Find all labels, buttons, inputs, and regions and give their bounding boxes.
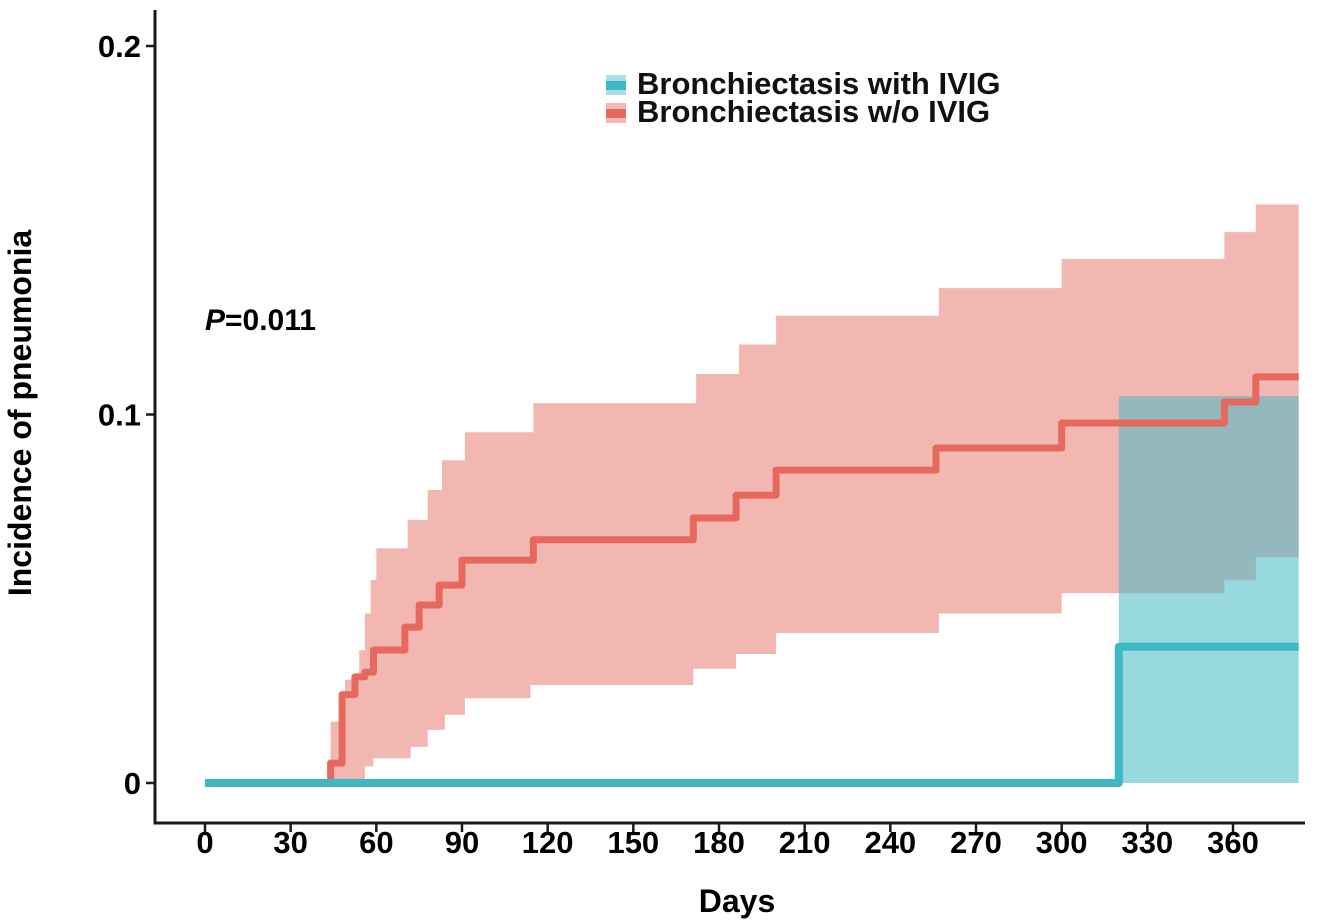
y-tick-label: 0.1 [98, 398, 141, 433]
x-tick-label: 0 [196, 825, 213, 860]
x-axis-title: Days [699, 883, 776, 919]
p-value-number: =0.011 [225, 304, 316, 337]
confidence-band-series-0 [1118, 396, 1299, 783]
legend-label-with-ivig: Bronchiectasis with IVIG [637, 66, 1000, 101]
step-curve-series-1 [205, 373, 1299, 787]
legend: Bronchiectasis with IVIG Bronchiectasis … [606, 66, 1000, 129]
x-tick-label: 270 [950, 825, 1002, 860]
x-tick-label: 120 [522, 825, 574, 860]
y-tick-label: 0.2 [98, 29, 141, 64]
confidence-bands [330, 204, 1299, 783]
x-tick-label: 60 [359, 825, 393, 860]
y-tick-label: 0 [124, 766, 141, 801]
p-value-annotation: P=0.011 [205, 304, 316, 337]
legend-item-without-ivig: Bronchiectasis w/o IVIG [606, 94, 990, 129]
p-value-symbol: P [205, 304, 226, 337]
axes: 0 30 60 90 120 150 180 210 240 270 300 330 360 0 0.1 0.… [98, 10, 1305, 860]
x-tick-label: 90 [445, 825, 479, 860]
step-curve-series-0 [205, 642, 1299, 787]
x-tick-label: 180 [693, 825, 745, 860]
x-tick-label: 360 [1207, 825, 1259, 860]
legend-item-with-ivig: Bronchiectasis with IVIG [606, 66, 1000, 101]
x-tick-label: 330 [1121, 825, 1173, 860]
y-axis-title: Incidence of pneumonia [2, 230, 38, 596]
x-tick-label: 300 [1036, 825, 1088, 860]
survival-step-curves [205, 373, 1299, 787]
x-tick-label: 150 [607, 825, 659, 860]
x-tick-label: 30 [273, 825, 307, 860]
legend-label-without-ivig: Bronchiectasis w/o IVIG [637, 94, 990, 129]
x-tick-label: 210 [779, 825, 831, 860]
confidence-band-series-1 [330, 204, 1299, 783]
legend-swatch-line-without-ivig [606, 109, 626, 118]
legend-swatch-line-with-ivig [606, 81, 626, 90]
x-tick-label: 240 [864, 825, 916, 860]
